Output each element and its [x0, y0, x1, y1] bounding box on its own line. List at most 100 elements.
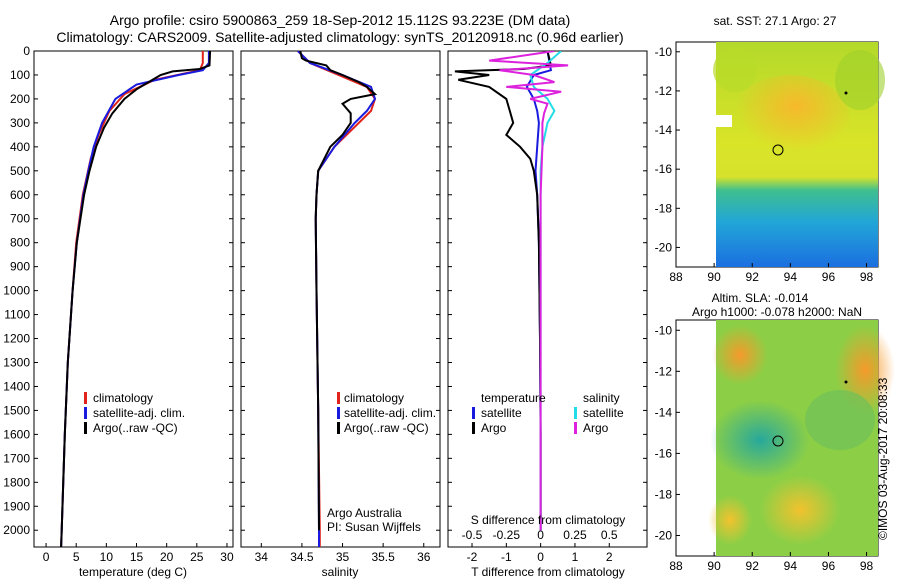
sla-map-xtick-label: 88 [669, 559, 683, 573]
temperature-series-argo [60, 51, 212, 547]
difference-legend: temperature salinity satellite Argo sate… [472, 391, 624, 435]
sst-map-ytick-label: -16 [655, 162, 673, 176]
salinity-panel: 34 34.5 35 35.5 36 salinity climatology sate… [240, 50, 441, 579]
difference-s-tick-label: -0.25 [493, 528, 521, 542]
sla-map-ytick-label: -14 [655, 405, 673, 419]
depth-tick-label: 1300 [3, 355, 30, 369]
sla-map-title-line2: Argo h1000: -0.078 h2000: NaN [692, 305, 862, 319]
sst-map-ytick-label: -12 [655, 84, 673, 98]
difference-legend-t-satellite: satellite [481, 406, 522, 420]
sla-map-xtick-label: 92 [746, 559, 760, 573]
salinity-annotation-line2: PI: Susan Wijffels [327, 520, 421, 534]
temperature-legend-climatology: climatology [93, 391, 153, 405]
depth-tick-label: 500 [10, 164, 30, 178]
sla-map-ytick-label: -16 [655, 446, 673, 460]
difference-xtick-label: 2 [606, 550, 613, 564]
depth-tick-label: 1100 [4, 308, 30, 322]
depth-tick-label: 900 [10, 260, 30, 274]
temperature-xtick-label: 20 [160, 550, 174, 564]
sla-map-ytick-label: -12 [655, 364, 673, 378]
depth-tick-label: 1600 [3, 427, 30, 441]
temperature-xtick-label: 0 [43, 550, 50, 564]
difference-legend-t-argo: Argo [481, 421, 507, 435]
temperature-xtick-label: 15 [130, 550, 144, 564]
difference-s-tick-label: 0.25 [563, 528, 587, 542]
temperature-xlabel: temperature (deg C) [79, 565, 187, 579]
depth-tick-label: 200 [10, 92, 30, 106]
sla-map-ytick-label: -10 [655, 323, 673, 337]
salinity-legend: climatology satellite-adj. clim. Argo(..… [337, 391, 436, 435]
sla-map-xtick-label: 96 [822, 559, 836, 573]
difference-series-t-argo [454, 51, 553, 531]
salinity-series-argo [299, 51, 378, 531]
salinity-legend-satellite: satellite-adj. clim. [344, 406, 436, 420]
difference-series-s-argo [489, 51, 569, 531]
depth-tick-label: 700 [10, 212, 30, 226]
temperature-legend: climatology satellite-adj. clim. Argo(..… [84, 391, 185, 435]
sst-map-ytick-label: -14 [655, 123, 673, 137]
sst-map-ytick-label: -10 [655, 45, 673, 59]
salinity-xtick-label: 36 [417, 550, 431, 564]
salinity-series-satellite-adj-clim- [297, 51, 377, 547]
sst-map-ytick-label: -18 [655, 201, 673, 215]
difference-s-label: S difference from climatology [471, 513, 626, 527]
temperature-xtick-label: 30 [220, 550, 234, 564]
difference-s-tick-label: 0 [537, 528, 544, 542]
salinity-xlabel: salinity [322, 565, 359, 579]
depth-tick-label: 1000 [3, 284, 30, 298]
salinity-xtick-label: 34 [255, 550, 269, 564]
difference-xlabel: T difference from climatology [471, 565, 625, 579]
difference-s-tick-label: 0.5 [601, 528, 618, 542]
sla-map-xtick-label: 98 [860, 559, 874, 573]
sla-map-xtick-label: 94 [784, 559, 798, 573]
depth-tick-label: 1900 [3, 499, 30, 513]
sst-map-xtick-label: 90 [707, 270, 721, 284]
difference-s-tick-label: -0.5 [462, 528, 483, 542]
sla-map-title-line1: Altim. SLA: -0.014 [712, 291, 809, 305]
temperature-xtick-label: 5 [73, 550, 80, 564]
sla-map-ytick-label: -18 [655, 487, 673, 501]
difference-xtick-label: 0 [537, 550, 544, 564]
salinity-xtick-label: 35.5 [371, 550, 395, 564]
sst-map-xtick-label: 96 [822, 270, 836, 284]
sst-map-xtick-label: 94 [784, 270, 798, 284]
temperature-series-climatology [60, 51, 204, 547]
sla-map-ytick-label: -20 [655, 528, 673, 542]
depth-tick-label: 400 [10, 140, 30, 154]
salinity-axes-frame [240, 50, 441, 548]
chart-title-line1: Argo profile: csiro 5900863_259 18-Sep-2… [109, 12, 571, 28]
difference-xtick-label: -2 [467, 550, 478, 564]
salinity-legend-argo: Argo(..raw -QC) [344, 421, 429, 435]
temperature-panel: 0100200300400500600700800900100011001200… [3, 44, 234, 579]
salinity-annotation-line1: Argo Australia [327, 506, 402, 520]
depth-tick-label: 1700 [3, 451, 30, 465]
depth-tick-label: 2000 [3, 523, 30, 537]
sla-map-xtick-label: 90 [707, 559, 721, 573]
depth-tick-label: 100 [10, 68, 30, 82]
temperature-xtick-label: 10 [100, 550, 114, 564]
sst-argo-marker [772, 144, 784, 156]
sla-argo-marker [772, 435, 784, 447]
depth-tick-label: 1500 [3, 403, 30, 417]
depth-tick-label: 1200 [3, 332, 30, 346]
difference-panel: -2 -1 0 1 2 -0.5 -0.25 0 0.25 0.5 T difference fr… [447, 50, 648, 579]
depth-tick-label: 800 [10, 236, 30, 250]
sst-map-panel: sat. SST: 27.1 Argo: 27 88 90 92 94 96 98 -10 -… [655, 14, 885, 284]
difference-legend-salinity: salinity [583, 391, 620, 405]
sla-map-panel: Altim. SLA: -0.014 Argo h1000: -0.078 h2… [655, 291, 895, 573]
difference-legend-s-satellite: satellite [583, 406, 624, 420]
salinity-legend-climatology: climatology [344, 391, 404, 405]
sst-map-xtick-label: 98 [860, 270, 874, 284]
sst-map-title: sat. SST: 27.1 Argo: 27 [714, 14, 837, 28]
footer-timestamp: ©IMOS 03-Aug-2017 20:08:33 [876, 377, 890, 540]
depth-tick-label: 0 [23, 44, 30, 58]
temperature-legend-satellite: satellite-adj. clim. [93, 406, 185, 420]
temperature-axes-frame [33, 50, 234, 548]
temperature-legend-argo: Argo(..raw -QC) [93, 421, 178, 435]
sst-map-xtick-label: 88 [669, 270, 683, 284]
salinity-series-climatology [297, 51, 377, 547]
difference-xtick-label: -1 [501, 550, 512, 564]
difference-xtick-label: 1 [572, 550, 579, 564]
sst-map-xtick-label: 92 [746, 270, 760, 284]
